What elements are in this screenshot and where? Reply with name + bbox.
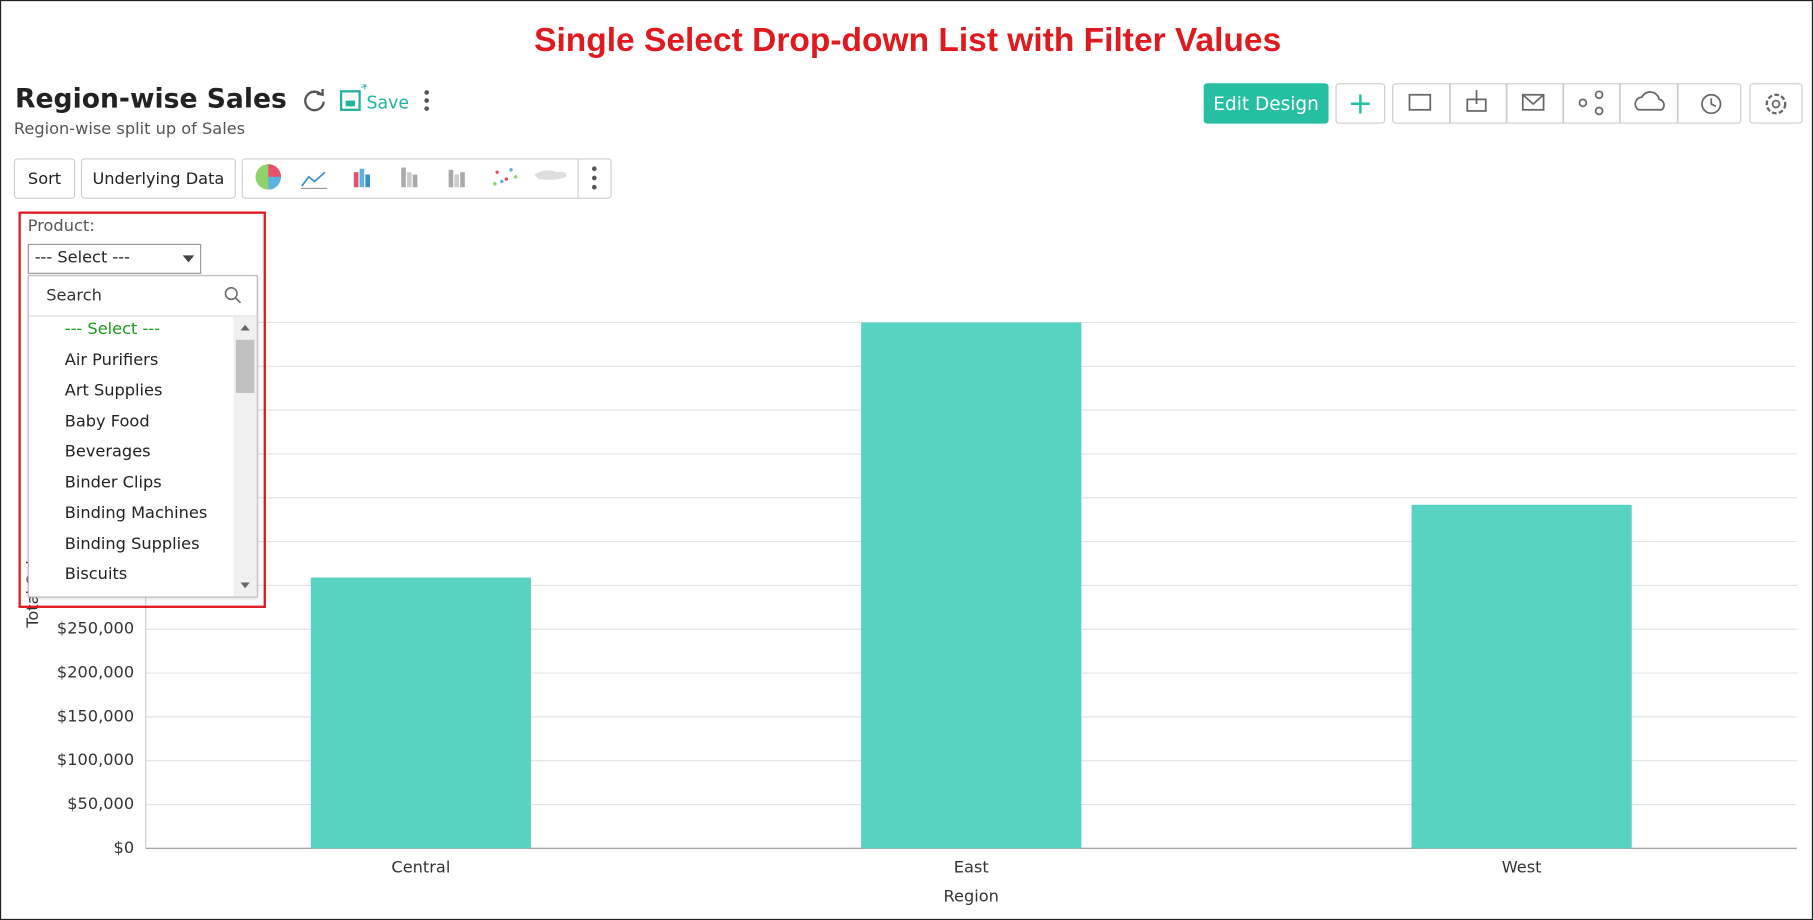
report-subtitle: Region-wise split up of Sales (13, 120, 246, 139)
filter-selected: --- Select --- (34, 248, 130, 267)
settings-button[interactable] (1749, 83, 1803, 124)
bar (310, 577, 531, 849)
edit-design-button[interactable]: Edit Design (1203, 83, 1329, 124)
y-tick-label: $250,000 (57, 619, 134, 638)
report-title: Region-wise Sales (15, 84, 287, 115)
filter-option[interactable]: Binding Machines (64, 503, 208, 523)
settings-icon (1765, 93, 1787, 114)
save-icon[interactable]: * (339, 84, 367, 112)
scrollbar[interactable] (233, 316, 257, 597)
y-tick-label: $150,000 (57, 706, 134, 725)
bar (861, 322, 1082, 849)
dropdown-arrow (182, 255, 195, 263)
refresh-icon[interactable] (302, 88, 327, 113)
y-tick-label: $200,000 (57, 663, 134, 682)
filter-option[interactable]: Art Supplies (64, 381, 163, 400)
filter-option[interactable]: --- Select --- (64, 320, 161, 339)
dropdown-list: Search --- Select --- Air Purifiers Art Su… (27, 275, 258, 598)
filter-label: Product: (27, 217, 95, 236)
save-button[interactable]: Save (366, 92, 410, 114)
filter-option[interactable]: Air Purifiers (64, 350, 159, 370)
filter-select[interactable]: --- Select --- (27, 243, 202, 274)
add-button[interactable]: + (1335, 83, 1386, 124)
filter-option[interactable]: Binding Supplies (64, 534, 200, 554)
x-axis-label: Region (944, 886, 999, 905)
action-buttons (1392, 83, 1742, 124)
x-tick-label: West (1502, 858, 1542, 877)
y-tick-label: $100,000 (57, 750, 134, 769)
filter-option[interactable]: Binder Clips (64, 473, 162, 492)
search-placeholder: Search (46, 286, 102, 306)
y-tick-label: $50,000 (67, 794, 134, 813)
chart-type-bar (241, 158, 612, 199)
search-icon (224, 287, 242, 304)
svg-text:*: * (361, 84, 367, 97)
x-tick-label: East (954, 858, 989, 877)
x-tick-label: Central (391, 858, 450, 877)
sort-button[interactable]: Sort (13, 158, 76, 199)
underlying-data-button[interactable]: Underlying Data (80, 158, 236, 199)
bar (1411, 504, 1632, 849)
y-tick-label: $0 (114, 838, 135, 857)
filter-option[interactable]: Baby Food (64, 412, 150, 431)
highlight-box (18, 211, 266, 608)
filter-option[interactable]: Biscuits (64, 565, 128, 584)
chart-type-icons[interactable] (243, 158, 611, 199)
scrollbar-graphics (235, 324, 255, 589)
more-icon[interactable] (420, 89, 434, 114)
banner: Single Select Drop-down List with Filter… (534, 21, 1282, 59)
action-icons[interactable] (1393, 83, 1740, 124)
filter-option[interactable]: Beverages (64, 442, 151, 462)
search-box[interactable]: Search (28, 276, 257, 317)
